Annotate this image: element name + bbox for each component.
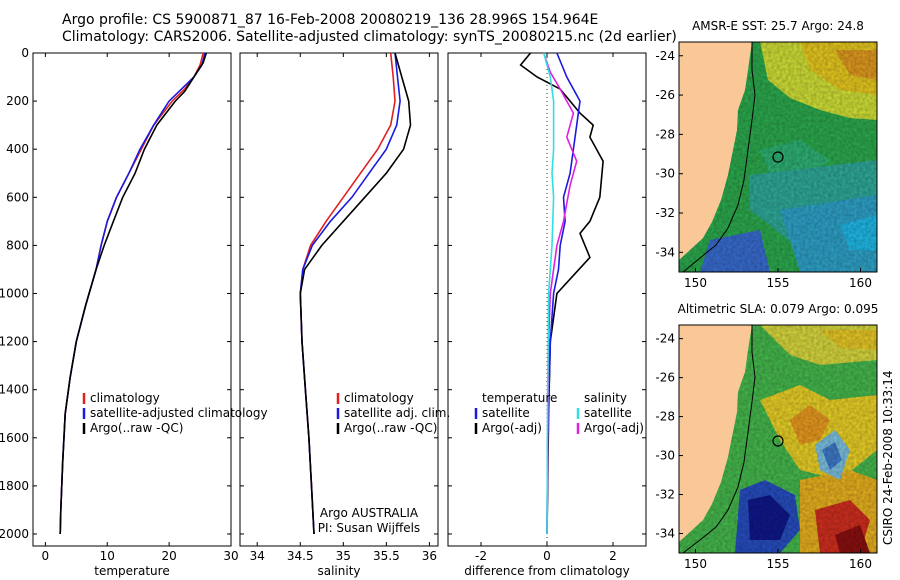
legend-item: climatology xyxy=(344,391,414,405)
x-tick-label: 2 xyxy=(609,549,617,563)
map-y-tick-label: -24 xyxy=(655,332,675,346)
series-line-3 xyxy=(299,52,412,535)
legend-item: satellite xyxy=(584,406,632,420)
y-tick-label: 800 xyxy=(6,238,29,252)
x-tick-label: 36 xyxy=(422,549,437,563)
map-y-tick-label: -26 xyxy=(655,371,675,385)
x-tick-label: -2 xyxy=(475,549,487,563)
x-axis-label: difference from climatology xyxy=(464,564,630,578)
map-y-tick-label: -30 xyxy=(655,449,675,463)
series-line-1 xyxy=(519,52,604,535)
y-tick-label: 1200 xyxy=(0,335,29,349)
map-y-tick-label: -32 xyxy=(655,488,675,502)
credit-label: CSIRO 24-Feb-2008 10:33:14 xyxy=(881,370,895,545)
y-tick-label: 1400 xyxy=(0,383,29,397)
y-tick-label: 2000 xyxy=(0,527,29,541)
x-tick-label: 30 xyxy=(223,549,238,563)
map-x-tick-label: 155 xyxy=(767,276,790,290)
figure-title-line2: Climatology: CARS2006. Satellite-adjuste… xyxy=(62,29,677,45)
argo-position-marker-sla xyxy=(772,435,784,447)
legend-item: satellite adj. clim. xyxy=(344,406,450,420)
legend-item: temperature xyxy=(482,391,557,405)
map-y-tick-label: -30 xyxy=(655,167,675,181)
profile-panel-2: 34 34.5 35 35.5 36 salinity climatologysatelli… xyxy=(239,52,450,578)
map-x-tick-label: 150 xyxy=(684,557,707,571)
y-tick-label: 1600 xyxy=(0,431,29,445)
sst-map-title: AMSR-E SST: 25.7 Argo: 24.8 xyxy=(692,19,864,33)
map-axes-2: 150 155 160 -24 -26 -28 -30 -32 -34 xyxy=(655,332,872,571)
x-tick-label: 34 xyxy=(250,549,265,563)
argo-position-marker-sst xyxy=(772,151,784,163)
sla-map-title: Altimetric SLA: 0.079 Argo: 0.095 xyxy=(678,302,879,316)
map-y-tick-label: -24 xyxy=(655,49,675,63)
panel-frame xyxy=(32,52,232,547)
series-line-3 xyxy=(59,52,208,535)
legend-item: satellite xyxy=(482,406,530,420)
map-y-tick-label: -34 xyxy=(655,527,675,541)
x-tick-label: 10 xyxy=(100,549,115,563)
panel-annotation: Argo AUSTRALIA xyxy=(320,506,419,520)
y-tick-label: 1800 xyxy=(0,479,29,493)
map-y-tick-label: -32 xyxy=(655,206,675,220)
sla-map xyxy=(679,325,877,553)
map-y-tick-label: -26 xyxy=(655,88,675,102)
map-x-tick-label: 150 xyxy=(684,276,707,290)
legend-item: salinity xyxy=(584,391,627,405)
x-tick-label: 20 xyxy=(161,549,176,563)
x-tick-label: 34.5 xyxy=(287,549,314,563)
panel-annotation: PI: Susan Wijffels xyxy=(318,521,420,535)
map-y-tick-label: -34 xyxy=(655,245,675,259)
y-tick-label: 600 xyxy=(6,190,29,204)
y-tick-label: 400 xyxy=(6,142,29,156)
map-x-tick-label: 160 xyxy=(849,557,872,571)
sst-map xyxy=(679,42,877,272)
legend-item: Argo(..raw -QC) xyxy=(344,421,437,435)
map-x-tick-label: 160 xyxy=(849,276,872,290)
y-tick-label: 200 xyxy=(6,94,29,108)
x-tick-label: 35 xyxy=(336,549,351,563)
x-tick-label: 35.5 xyxy=(373,549,400,563)
map-y-tick-label: -28 xyxy=(655,410,675,424)
x-tick-label: 0 xyxy=(42,549,50,563)
series-line-2 xyxy=(546,52,581,535)
y-tick-label: 0 xyxy=(21,46,29,60)
panel-frame xyxy=(239,52,439,547)
series-line-4 xyxy=(542,52,555,535)
map-y-tick-label: -28 xyxy=(655,127,675,141)
legend-item: Argo(..raw -QC) xyxy=(90,421,183,435)
figure-title-line1: Argo profile: CS 5900871_87 16-Feb-2008 … xyxy=(62,12,599,28)
legend-item: satellite-adjusted climatology xyxy=(90,406,268,420)
legend-item: Argo(-adj) xyxy=(482,421,542,435)
map-axes-1: 150 155 160 -24 -26 -28 -30 -32 -34 xyxy=(655,49,872,290)
map-x-tick-label: 155 xyxy=(767,557,790,571)
series-line-1 xyxy=(59,52,204,535)
series-line-2 xyxy=(59,52,206,535)
x-axis-label: temperature xyxy=(94,564,169,578)
series-line-2 xyxy=(299,52,401,535)
x-axis-label: salinity xyxy=(317,564,360,578)
legend-item: climatology xyxy=(90,391,160,405)
y-tick-label: 1000 xyxy=(0,286,29,300)
profile-panel-1: 0 10 20 30 0 200 400 600 800 1000 1200 1400 1600 1800… xyxy=(0,46,268,578)
x-tick-label: 0 xyxy=(543,549,551,563)
legend-item: Argo(-adj) xyxy=(584,421,644,435)
series-line-1 xyxy=(299,52,396,535)
